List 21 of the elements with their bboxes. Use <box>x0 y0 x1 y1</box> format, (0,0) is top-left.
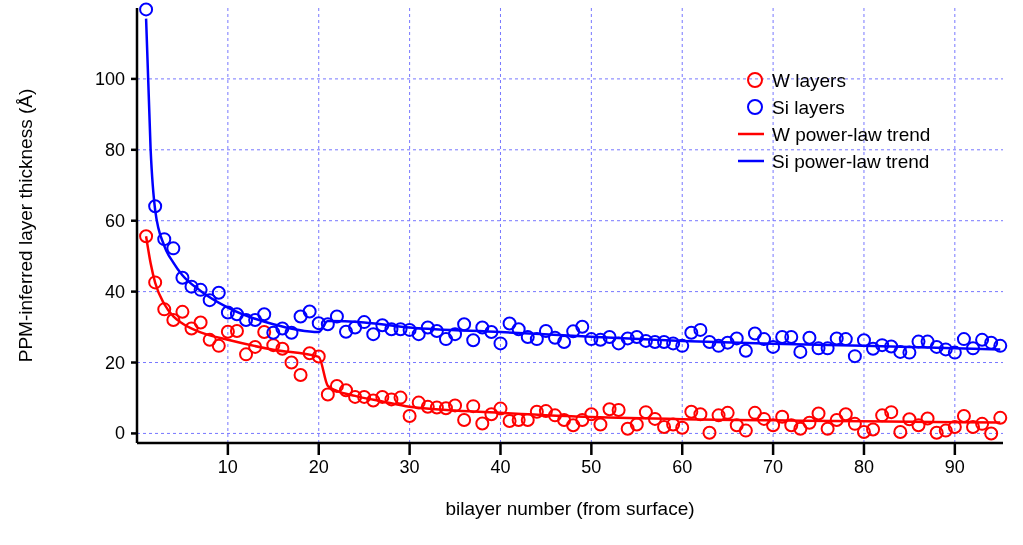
x-tick-label: 10 <box>217 457 238 477</box>
y-tick-label: 80 <box>104 139 125 160</box>
legend-label: Si power-law trend <box>772 151 930 172</box>
legend-label: W power-law trend <box>772 124 931 145</box>
x-tick-label: 80 <box>853 457 874 477</box>
x-tick-label: 60 <box>672 457 693 477</box>
legend-label: Si layers <box>772 97 845 118</box>
x-axis-title: bilayer number (from surface) <box>445 498 695 519</box>
x-tick-label: 50 <box>581 457 602 477</box>
x-tick-label: 30 <box>399 457 420 477</box>
y-axis-title: PPM-inferred layer thickness (Å) <box>15 88 36 363</box>
y-tick-label: 0 <box>114 423 125 444</box>
x-tick-label: 20 <box>308 457 329 477</box>
y-tick-label: 40 <box>104 281 125 302</box>
legend-label: W layers <box>772 70 846 91</box>
y-tick-label: 20 <box>104 352 125 373</box>
y-tick-label: 100 <box>94 68 125 89</box>
x-tick-label: 90 <box>944 457 965 477</box>
x-tick-label: 40 <box>490 457 511 477</box>
x-tick-label: 70 <box>763 457 784 477</box>
y-tick-label: 60 <box>104 210 125 231</box>
